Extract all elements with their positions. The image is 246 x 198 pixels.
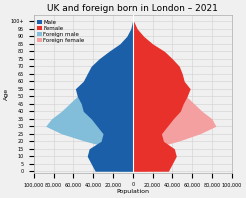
Y-axis label: Age: Age bbox=[4, 88, 9, 100]
Title: UK and foreign born in London – 2021: UK and foreign born in London – 2021 bbox=[47, 4, 218, 13]
Legend: Male, Female, Foreign male, Foreign female: Male, Female, Foreign male, Foreign fema… bbox=[37, 20, 85, 43]
X-axis label: Population: Population bbox=[116, 189, 149, 194]
